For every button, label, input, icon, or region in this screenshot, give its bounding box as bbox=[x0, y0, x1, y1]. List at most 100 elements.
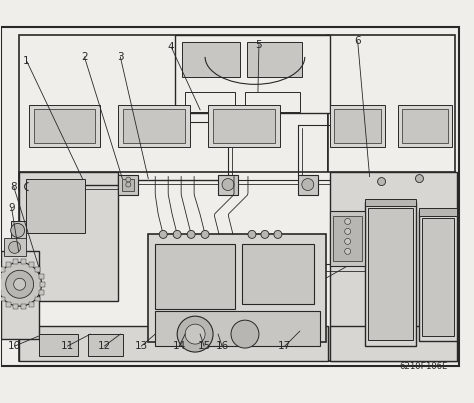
Circle shape bbox=[126, 177, 131, 182]
Bar bbox=[368, 208, 413, 340]
Bar bbox=[218, 174, 238, 195]
Text: 6210F106E: 6210F106E bbox=[399, 362, 447, 371]
Text: 15: 15 bbox=[198, 341, 211, 351]
Bar bbox=[11, 221, 26, 239]
Bar bbox=[330, 105, 384, 147]
Bar bbox=[40, 282, 45, 287]
Circle shape bbox=[201, 231, 209, 239]
Bar bbox=[18, 35, 328, 189]
Bar bbox=[0, 267, 5, 272]
Circle shape bbox=[345, 229, 351, 235]
Bar bbox=[13, 304, 18, 310]
Bar bbox=[401, 109, 448, 143]
Text: 4: 4 bbox=[168, 42, 174, 52]
Text: 10: 10 bbox=[8, 341, 21, 351]
Text: 11: 11 bbox=[61, 341, 74, 351]
Bar bbox=[6, 262, 11, 267]
Bar bbox=[242, 244, 314, 304]
Circle shape bbox=[177, 316, 213, 352]
Circle shape bbox=[222, 179, 234, 191]
Text: 8: 8 bbox=[10, 181, 17, 191]
Bar bbox=[28, 105, 100, 147]
Text: 14: 14 bbox=[173, 341, 186, 351]
Circle shape bbox=[345, 218, 351, 224]
Text: 9: 9 bbox=[9, 204, 15, 214]
Bar bbox=[28, 301, 34, 307]
Bar bbox=[34, 109, 95, 143]
Circle shape bbox=[0, 262, 42, 306]
Bar bbox=[328, 35, 456, 189]
Circle shape bbox=[416, 174, 423, 183]
Bar bbox=[419, 212, 457, 341]
Bar bbox=[89, 334, 123, 356]
Text: 16: 16 bbox=[215, 341, 228, 351]
Bar bbox=[35, 267, 40, 272]
Circle shape bbox=[248, 231, 256, 239]
Bar bbox=[18, 326, 328, 361]
Text: 5: 5 bbox=[255, 40, 262, 50]
Bar bbox=[245, 92, 300, 112]
Bar bbox=[185, 92, 235, 112]
Circle shape bbox=[9, 241, 21, 253]
Bar bbox=[330, 212, 365, 266]
Bar bbox=[118, 174, 138, 195]
Bar bbox=[38, 334, 79, 356]
Text: 6: 6 bbox=[355, 36, 361, 46]
Bar bbox=[0, 297, 5, 301]
Circle shape bbox=[345, 239, 351, 244]
Text: 17: 17 bbox=[278, 341, 292, 351]
Circle shape bbox=[378, 178, 385, 185]
Bar bbox=[398, 105, 452, 147]
Bar bbox=[122, 179, 134, 191]
Bar bbox=[26, 179, 85, 233]
Bar bbox=[39, 290, 44, 295]
Circle shape bbox=[274, 231, 282, 239]
Circle shape bbox=[14, 278, 26, 290]
Circle shape bbox=[185, 324, 205, 344]
Circle shape bbox=[126, 182, 131, 187]
Text: 13: 13 bbox=[135, 341, 148, 351]
Circle shape bbox=[261, 231, 269, 239]
Text: 3: 3 bbox=[117, 52, 124, 62]
Circle shape bbox=[345, 248, 351, 254]
Bar bbox=[18, 172, 456, 361]
Circle shape bbox=[187, 231, 195, 239]
Bar bbox=[333, 216, 362, 261]
Bar bbox=[208, 105, 280, 147]
Bar bbox=[419, 208, 457, 216]
Bar bbox=[365, 202, 417, 346]
Bar bbox=[175, 35, 330, 113]
Bar bbox=[28, 262, 34, 267]
Circle shape bbox=[6, 270, 34, 298]
Bar bbox=[21, 259, 26, 264]
Circle shape bbox=[231, 320, 259, 348]
Bar bbox=[0, 251, 38, 339]
Bar bbox=[334, 109, 381, 143]
Bar bbox=[39, 274, 44, 279]
Circle shape bbox=[173, 231, 181, 239]
Bar bbox=[422, 218, 455, 336]
Bar bbox=[247, 42, 302, 77]
Text: 2: 2 bbox=[81, 52, 88, 62]
Bar bbox=[155, 311, 320, 346]
Bar bbox=[330, 326, 457, 361]
Text: 1: 1 bbox=[23, 56, 30, 66]
Bar bbox=[6, 301, 11, 307]
Bar bbox=[155, 244, 235, 309]
Bar bbox=[298, 174, 318, 195]
Bar bbox=[18, 172, 118, 301]
Text: 12: 12 bbox=[98, 341, 111, 351]
Bar bbox=[13, 259, 18, 264]
Circle shape bbox=[302, 179, 314, 191]
Bar bbox=[148, 235, 326, 342]
Bar bbox=[4, 239, 26, 256]
Bar bbox=[123, 109, 185, 143]
Circle shape bbox=[11, 223, 25, 237]
Bar bbox=[330, 172, 457, 361]
Bar bbox=[213, 109, 275, 143]
Bar bbox=[182, 42, 240, 77]
Bar bbox=[118, 105, 190, 147]
Bar bbox=[21, 304, 26, 310]
Bar bbox=[35, 297, 40, 301]
Circle shape bbox=[159, 231, 167, 239]
